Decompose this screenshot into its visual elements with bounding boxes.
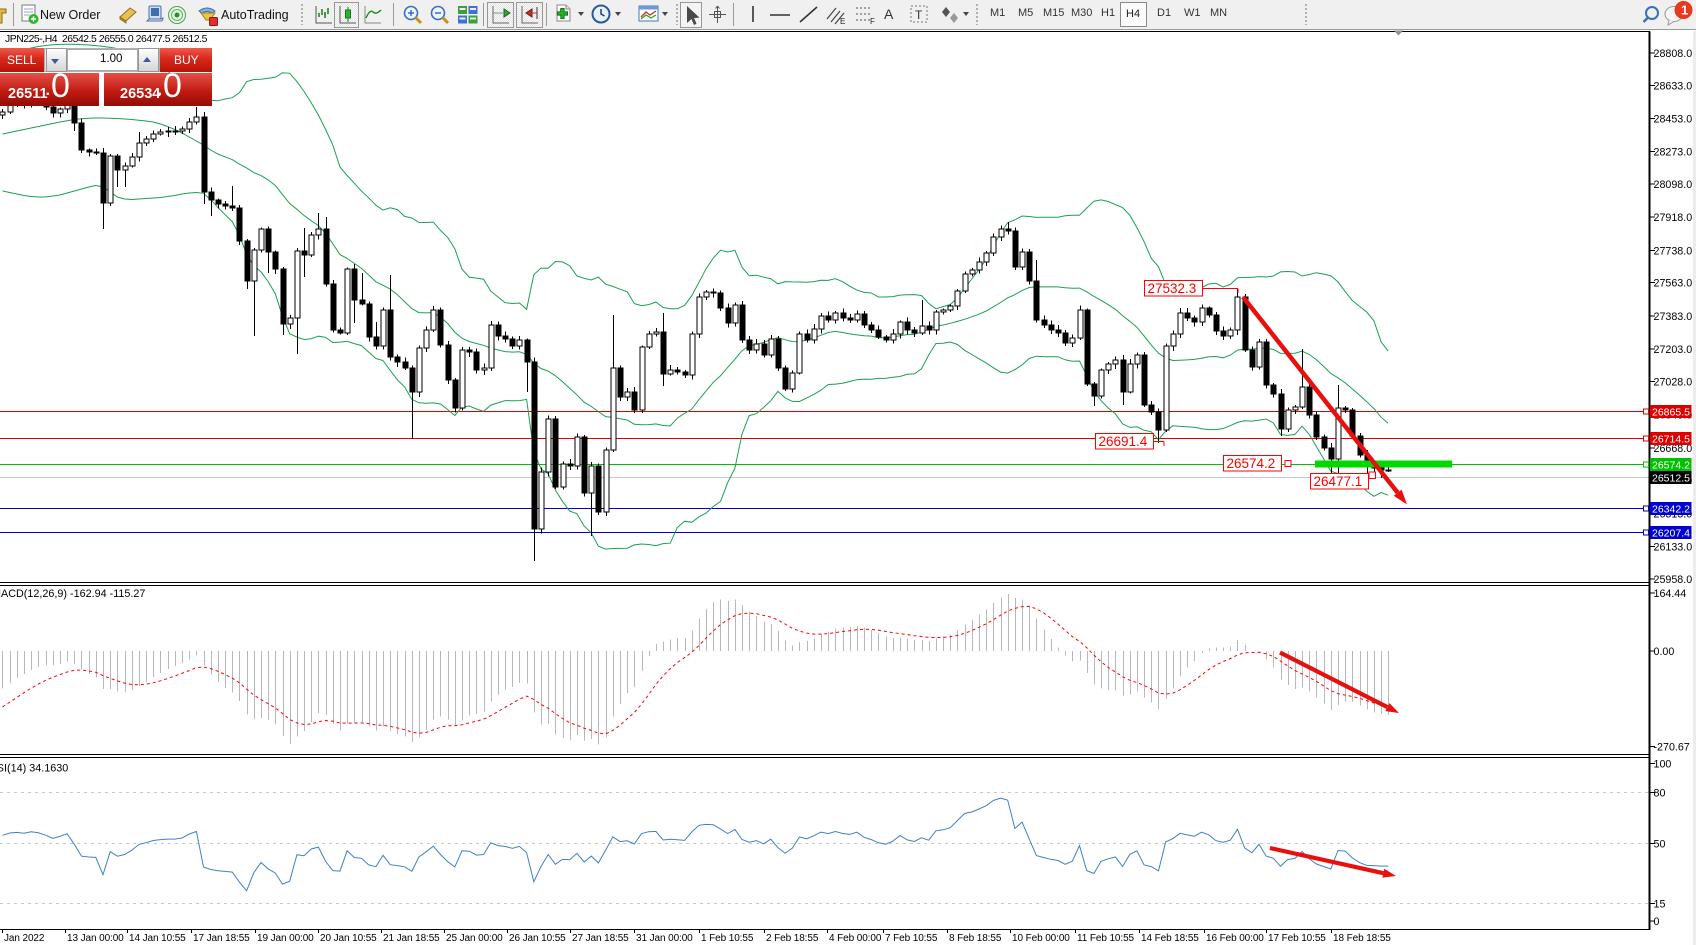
svg-text:F: F [870, 17, 875, 26]
svg-text:28273.0: 28273.0 [1654, 147, 1693, 159]
svg-text:26133.0: 26133.0 [1654, 542, 1693, 554]
svg-text:27 Jan 18:55: 27 Jan 18:55 [572, 933, 629, 944]
svg-text:E: E [840, 17, 845, 26]
svg-text:80: 80 [1654, 788, 1666, 800]
svg-text:26714.5: 26714.5 [1652, 434, 1690, 446]
svg-text:100: 100 [1654, 759, 1672, 771]
svg-text:26574.2: 26574.2 [1227, 456, 1276, 471]
svg-text:28098.0: 28098.0 [1654, 179, 1693, 191]
svg-text:27532.3: 27532.3 [1148, 281, 1197, 296]
svg-text:1 Feb 10:55: 1 Feb 10:55 [701, 933, 754, 944]
svg-text:4 Feb 00:00: 4 Feb 00:00 [829, 933, 882, 944]
svg-text:7 Feb 10:55: 7 Feb 10:55 [885, 933, 938, 944]
svg-text:11 Feb 10:55: 11 Feb 10:55 [1077, 933, 1135, 944]
svg-text:28453.0: 28453.0 [1654, 114, 1693, 126]
svg-text:18 Feb 18:55: 18 Feb 18:55 [1333, 933, 1391, 944]
svg-text:0: 0 [1654, 916, 1660, 928]
svg-text:T: T [915, 8, 923, 22]
svg-text:26342.2: 26342.2 [1652, 504, 1690, 516]
svg-text:RSI(14) 34.1630: RSI(14) 34.1630 [0, 763, 68, 775]
svg-text:-270.67: -270.67 [1654, 742, 1690, 754]
svg-text:27563.0: 27563.0 [1654, 278, 1693, 290]
svg-text:27203.0: 27203.0 [1654, 344, 1693, 356]
svg-text:31 Jan 00:00: 31 Jan 00:00 [636, 933, 693, 944]
svg-text:0.00: 0.00 [1654, 646, 1675, 658]
svg-text:MACD(12,26,9) -162.94 -115.27: MACD(12,26,9) -162.94 -115.27 [0, 588, 145, 600]
svg-text:26207.4: 26207.4 [1652, 528, 1690, 540]
svg-text:26574.2: 26574.2 [1652, 460, 1690, 472]
svg-text:1: 1 [1681, 3, 1688, 18]
svg-text:26477.1: 26477.1 [1314, 474, 1363, 489]
svg-text:17 Jan 18:55: 17 Jan 18:55 [193, 933, 250, 944]
svg-text:164.44: 164.44 [1654, 588, 1687, 600]
svg-text:26 Jan 10:55: 26 Jan 10:55 [509, 933, 566, 944]
svg-text:26668.0: 26668.0 [1654, 443, 1693, 455]
svg-text:28808.0: 28808.0 [1654, 48, 1693, 60]
svg-text:28633.0: 28633.0 [1654, 80, 1693, 92]
svg-text:20 Jan 10:55: 20 Jan 10:55 [320, 933, 377, 944]
svg-text:10 Feb 00:00: 10 Feb 00:00 [1012, 933, 1070, 944]
svg-text:50: 50 [1654, 839, 1666, 851]
svg-text:21 Jan 18:55: 21 Jan 18:55 [383, 933, 440, 944]
svg-text:JPN225-,H4 26542.5 26555.0 26: JPN225-,H4 26542.5 26555.0 26477.5 26512… [5, 34, 208, 45]
svg-text:26691.4: 26691.4 [1099, 434, 1148, 449]
svg-text:17 Feb 10:55: 17 Feb 10:55 [1268, 933, 1326, 944]
svg-text:26865.5: 26865.5 [1652, 407, 1690, 419]
svg-text:15: 15 [1654, 899, 1666, 911]
svg-text:27918.0: 27918.0 [1654, 212, 1693, 224]
svg-text:Jan 2022: Jan 2022 [4, 933, 45, 944]
svg-text:2 Feb 18:55: 2 Feb 18:55 [766, 933, 819, 944]
svg-text:13 Jan 00:00: 13 Jan 00:00 [67, 933, 124, 944]
svg-text:14 Jan 10:55: 14 Jan 10:55 [129, 933, 186, 944]
svg-text:26512.5: 26512.5 [1652, 473, 1690, 485]
svg-text:27738.0: 27738.0 [1654, 245, 1693, 257]
svg-text:8 Feb 18:55: 8 Feb 18:55 [949, 933, 1002, 944]
svg-text:14 Feb 18:55: 14 Feb 18:55 [1141, 933, 1199, 944]
svg-text:27028.0: 27028.0 [1654, 376, 1693, 388]
svg-text:16 Feb 00:00: 16 Feb 00:00 [1206, 933, 1264, 944]
svg-text:27383.0: 27383.0 [1654, 311, 1693, 323]
svg-text:25 Jan 00:00: 25 Jan 00:00 [446, 933, 503, 944]
svg-text:19 Jan 00:00: 19 Jan 00:00 [257, 933, 314, 944]
svg-text:25958.0: 25958.0 [1654, 574, 1693, 586]
